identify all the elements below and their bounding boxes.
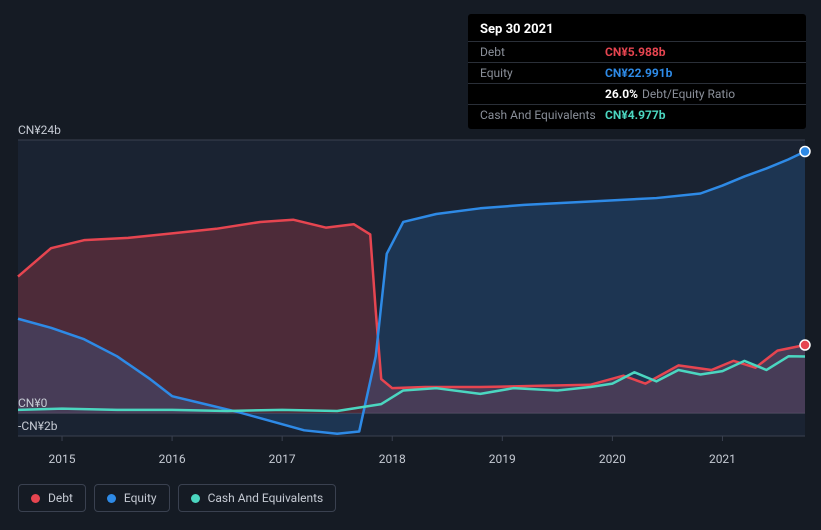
legend-item-equity[interactable]: Equity — [94, 484, 170, 512]
x-axis-label: 2017 — [269, 452, 296, 466]
chart-tooltip: Sep 30 2021 DebtCN¥5.988bEquityCN¥22.991… — [468, 14, 806, 129]
legend-dot-icon — [31, 494, 40, 503]
tooltip-row-suffix: Debt/Equity Ratio — [642, 87, 735, 101]
x-axis-label: 2018 — [379, 452, 406, 466]
y-axis-label: CN¥24b — [18, 123, 61, 137]
tooltip-row: 26.0% Debt/Equity Ratio — [468, 83, 806, 104]
legend-item-label: Cash And Equivalents — [208, 491, 324, 505]
debt-endpoint-marker — [800, 340, 810, 350]
equity-endpoint-marker — [800, 146, 810, 156]
x-axis-label: 2016 — [159, 452, 186, 466]
tooltip-row-value: 26.0% — [605, 87, 638, 101]
tooltip-row: DebtCN¥5.988b — [468, 41, 806, 62]
tooltip-date: Sep 30 2021 — [468, 18, 806, 41]
tooltip-row-label: Cash And Equivalents — [480, 108, 605, 122]
legend-item-cash-and-equivalents[interactable]: Cash And Equivalents — [178, 484, 337, 512]
tooltip-row-label: Equity — [480, 66, 605, 80]
tooltip-row-label: Debt — [480, 45, 605, 59]
legend-item-label: Debt — [48, 491, 73, 505]
legend-dot-icon — [191, 494, 200, 503]
tooltip-row-value: CN¥4.977b — [605, 108, 666, 122]
x-axis-label: 2019 — [489, 452, 516, 466]
legend-item-label: Equity — [124, 491, 157, 505]
x-axis-label: 2021 — [709, 452, 736, 466]
tooltip-row: EquityCN¥22.991b — [468, 62, 806, 83]
tooltip-row-value: CN¥5.988b — [605, 45, 666, 59]
y-axis-label: CN¥0 — [18, 396, 47, 410]
tooltip-row: Cash And EquivalentsCN¥4.977b — [468, 104, 806, 125]
legend-item-debt[interactable]: Debt — [18, 484, 86, 512]
x-axis-label: 2020 — [599, 452, 626, 466]
tooltip-row-label — [480, 87, 605, 101]
legend-dot-icon — [107, 494, 116, 503]
x-axis-label: 2015 — [49, 452, 76, 466]
y-axis-label: -CN¥2b — [18, 419, 57, 433]
tooltip-row-value: CN¥22.991b — [605, 66, 672, 80]
chart-legend: Debt Equity Cash And Equivalents — [18, 484, 336, 512]
